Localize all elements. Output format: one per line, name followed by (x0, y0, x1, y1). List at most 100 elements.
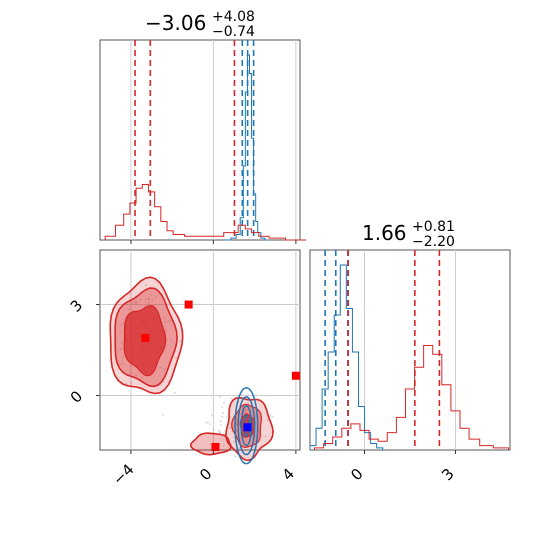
sample-point (247, 449, 250, 452)
sample-point (159, 366, 162, 369)
sample-point (148, 297, 151, 300)
sample-point (163, 321, 166, 324)
param1-title-median: −3.06 (145, 11, 206, 35)
sample-point (227, 446, 230, 449)
sample-point (240, 393, 243, 396)
sample-point (210, 414, 213, 417)
sample-point (219, 419, 222, 422)
sample-point (162, 316, 165, 319)
sample-point (129, 373, 132, 376)
sample-point (269, 413, 272, 416)
param1-histogram-frame (99, 39, 301, 241)
y-tick-label-param2: 0 (67, 387, 86, 406)
x-tick-label-param1: −4 (109, 460, 137, 488)
sample-point (219, 423, 222, 426)
sample-point (134, 301, 137, 304)
sample-point (233, 440, 236, 443)
sample-point (179, 340, 182, 343)
joint-distribution-panel (99, 249, 301, 465)
joint-panel-frame (99, 249, 301, 451)
sample-point (121, 355, 124, 358)
param2-title-upper: +0.81 (412, 219, 455, 235)
sample-point (174, 391, 177, 394)
sample-point (127, 308, 130, 311)
sample-point (222, 444, 225, 447)
sample-point (222, 411, 225, 414)
blue-best-fit-marker (243, 423, 252, 432)
sample-point (206, 421, 209, 424)
param1-title-upper: +4.08 (212, 9, 255, 25)
sample-point (264, 435, 267, 438)
sample-point (120, 348, 123, 351)
sample-point (120, 363, 123, 366)
sample-point (149, 294, 152, 297)
sample-point (135, 302, 138, 305)
sample-point (225, 416, 228, 419)
blue-param1-histogram (224, 54, 270, 241)
sample-point (141, 376, 144, 379)
sample-point (266, 419, 269, 422)
red-param2-histogram (314, 345, 509, 450)
sample-point (212, 428, 215, 431)
sample-point (134, 374, 137, 377)
sample-point (147, 297, 150, 300)
sample-point (219, 430, 222, 433)
sample-point (147, 301, 150, 304)
sample-point (234, 455, 237, 458)
sample-point (247, 402, 250, 405)
param1-title-lower: −0.74 (212, 24, 255, 40)
sample-point (160, 384, 163, 387)
param2-title-lower: −2.20 (412, 234, 455, 250)
red-point-marker (211, 442, 220, 451)
sample-point (169, 319, 172, 322)
sample-point (235, 422, 238, 425)
param2-histogram-panel (309, 249, 511, 451)
x-tick-label-param2: 3 (438, 465, 457, 484)
sample-point (175, 357, 178, 360)
x-tick-label-param1: 0 (196, 465, 215, 484)
red-contour-tail (189, 432, 232, 456)
sample-point (230, 397, 233, 400)
sample-point (217, 429, 220, 432)
sample-point (232, 436, 235, 439)
sample-point (271, 415, 274, 418)
sample-point (144, 298, 147, 301)
sample-point (235, 418, 238, 421)
sample-point (221, 415, 224, 418)
red-point-marker (184, 300, 193, 309)
param2-histogram-frame (309, 249, 511, 451)
sample-point (223, 402, 226, 405)
sample-point (229, 426, 232, 429)
sample-point (151, 298, 154, 301)
blue-param2-histogram (309, 264, 384, 450)
y-tick-label-param2: 3 (67, 296, 86, 315)
blue-contour (234, 387, 259, 465)
sample-point (119, 324, 122, 327)
param2-title-median: 1.66 (362, 221, 407, 245)
sample-point (243, 412, 246, 415)
sample-point (235, 422, 238, 425)
x-tick-label-param1: 4 (279, 465, 298, 484)
sample-point (130, 301, 133, 304)
sample-point (205, 421, 208, 424)
blue-contour (240, 405, 253, 447)
sample-point (170, 339, 173, 342)
sample-point (135, 301, 138, 304)
sample-point (130, 381, 133, 384)
red-point-marker (291, 371, 300, 380)
sample-point (145, 284, 148, 287)
sample-point (260, 434, 263, 437)
sample-point (137, 370, 140, 373)
sample-point (139, 298, 142, 301)
sample-point (221, 406, 224, 409)
x-tick-label-param2: 0 (347, 465, 366, 484)
sample-point (119, 331, 122, 334)
sample-point (219, 431, 222, 434)
sample-point (244, 408, 247, 411)
sample-point (209, 423, 212, 426)
sample-point (238, 431, 241, 434)
blue-contour (237, 396, 256, 456)
param1-histogram-panel (99, 39, 307, 241)
red-param1-histogram (104, 184, 307, 241)
